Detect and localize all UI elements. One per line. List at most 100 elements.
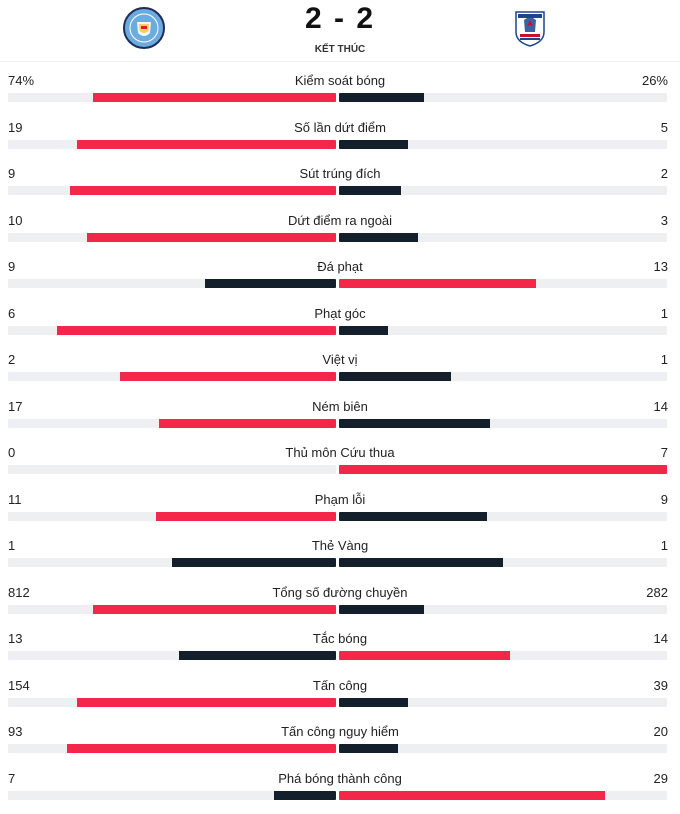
away-stat-bar [339, 93, 424, 102]
away-stat-bar-track [339, 558, 667, 567]
home-stat-bar [156, 512, 336, 521]
away-stat-bar-track [339, 186, 667, 195]
stat-name: Số lần dứt điểm [0, 120, 680, 136]
home-stat-bar [77, 698, 336, 707]
home-stat-bar [205, 279, 336, 288]
home-stat-bar [77, 140, 336, 149]
stat-name: Phá bóng thành công [0, 771, 680, 787]
home-stat-bar-track [8, 605, 336, 614]
away-stat-bar [339, 605, 424, 614]
away-stat-bar-track [339, 791, 667, 800]
away-stat-bar [339, 279, 536, 288]
away-stat-bar [339, 791, 605, 800]
stat-name: Phạm lỗi [0, 492, 680, 508]
away-stat-value: 20 [654, 724, 668, 740]
home-stat-bar-track [8, 558, 336, 567]
away-stat-bar-track [339, 419, 667, 428]
home-stat-bar-track [8, 791, 336, 800]
header-divider [0, 61, 680, 62]
stat-name: Thẻ Vàng [0, 538, 680, 554]
away-stat-bar [339, 698, 408, 707]
stat-name: Phạt góc [0, 306, 680, 322]
home-stat-bar [172, 558, 336, 567]
away-stat-value: 14 [654, 399, 668, 415]
stat-name: Thủ môn Cứu thua [0, 445, 680, 461]
crystal-palace-crest-icon[interactable] [508, 6, 552, 50]
away-stat-value: 5 [661, 120, 668, 136]
away-stat-value: 14 [654, 631, 668, 647]
home-stat-bar [70, 186, 336, 195]
stat-name: Sút trúng đích [0, 166, 680, 182]
away-stat-bar-track [339, 326, 667, 335]
home-stat-bar-track [8, 698, 336, 707]
stat-name: Việt vị [0, 352, 680, 368]
away-stat-bar [339, 326, 388, 335]
away-stat-value: 9 [661, 492, 668, 508]
match-status: KẾT THÚC [0, 44, 680, 55]
away-stat-bar [339, 465, 667, 474]
away-stat-value: 13 [654, 259, 668, 275]
home-stat-bar-track [8, 419, 336, 428]
away-stat-value: 2 [661, 166, 668, 182]
home-stat-bar-track [8, 512, 336, 521]
home-stat-bar [274, 791, 336, 800]
away-stat-value: 29 [654, 771, 668, 787]
home-stat-bar [67, 744, 336, 753]
away-stat-bar [339, 744, 398, 753]
away-stat-bar-track [339, 744, 667, 753]
away-stat-bar [339, 651, 510, 660]
away-stat-bar [339, 419, 490, 428]
away-stat-bar [339, 140, 408, 149]
stat-name: Tổng số đường chuyền [0, 585, 680, 601]
home-stat-bar-track [8, 326, 336, 335]
away-stat-value: 282 [646, 585, 668, 601]
home-stat-bar [179, 651, 336, 660]
away-stat-bar-track [339, 279, 667, 288]
home-stat-bar-track [8, 372, 336, 381]
home-stat-bar [93, 605, 336, 614]
away-stat-value: 3 [661, 213, 668, 229]
away-stat-bar [339, 512, 487, 521]
home-stat-bar-track [8, 744, 336, 753]
away-stat-bar-track [339, 651, 667, 660]
away-stat-value: 1 [661, 538, 668, 554]
stat-name: Kiểm soát bóng [0, 73, 680, 89]
away-stat-bar [339, 186, 401, 195]
away-stat-bar-track [339, 465, 667, 474]
home-stat-bar [93, 93, 336, 102]
match-score: 2 - 2 [0, 2, 680, 36]
stat-name: Tấn công [0, 678, 680, 694]
home-stat-bar-track [8, 465, 336, 474]
stat-name: Tấn công nguy hiểm [0, 724, 680, 740]
home-stat-bar-track [8, 279, 336, 288]
stat-name: Tắc bóng [0, 631, 680, 647]
away-stat-bar-track [339, 605, 667, 614]
home-stat-bar-track [8, 233, 336, 242]
home-stat-bar [87, 233, 336, 242]
away-stat-bar-track [339, 372, 667, 381]
home-stat-bar [120, 372, 336, 381]
away-stat-value: 26% [642, 73, 668, 89]
away-stat-bar [339, 558, 503, 567]
home-stat-bar [57, 326, 336, 335]
away-stat-bar-track [339, 93, 667, 102]
home-stat-bar-track [8, 93, 336, 102]
stat-name: Đá phạt [0, 259, 680, 275]
away-stat-bar [339, 372, 451, 381]
away-stat-bar-track [339, 512, 667, 521]
away-stat-value: 39 [654, 678, 668, 694]
home-stat-bar-track [8, 186, 336, 195]
